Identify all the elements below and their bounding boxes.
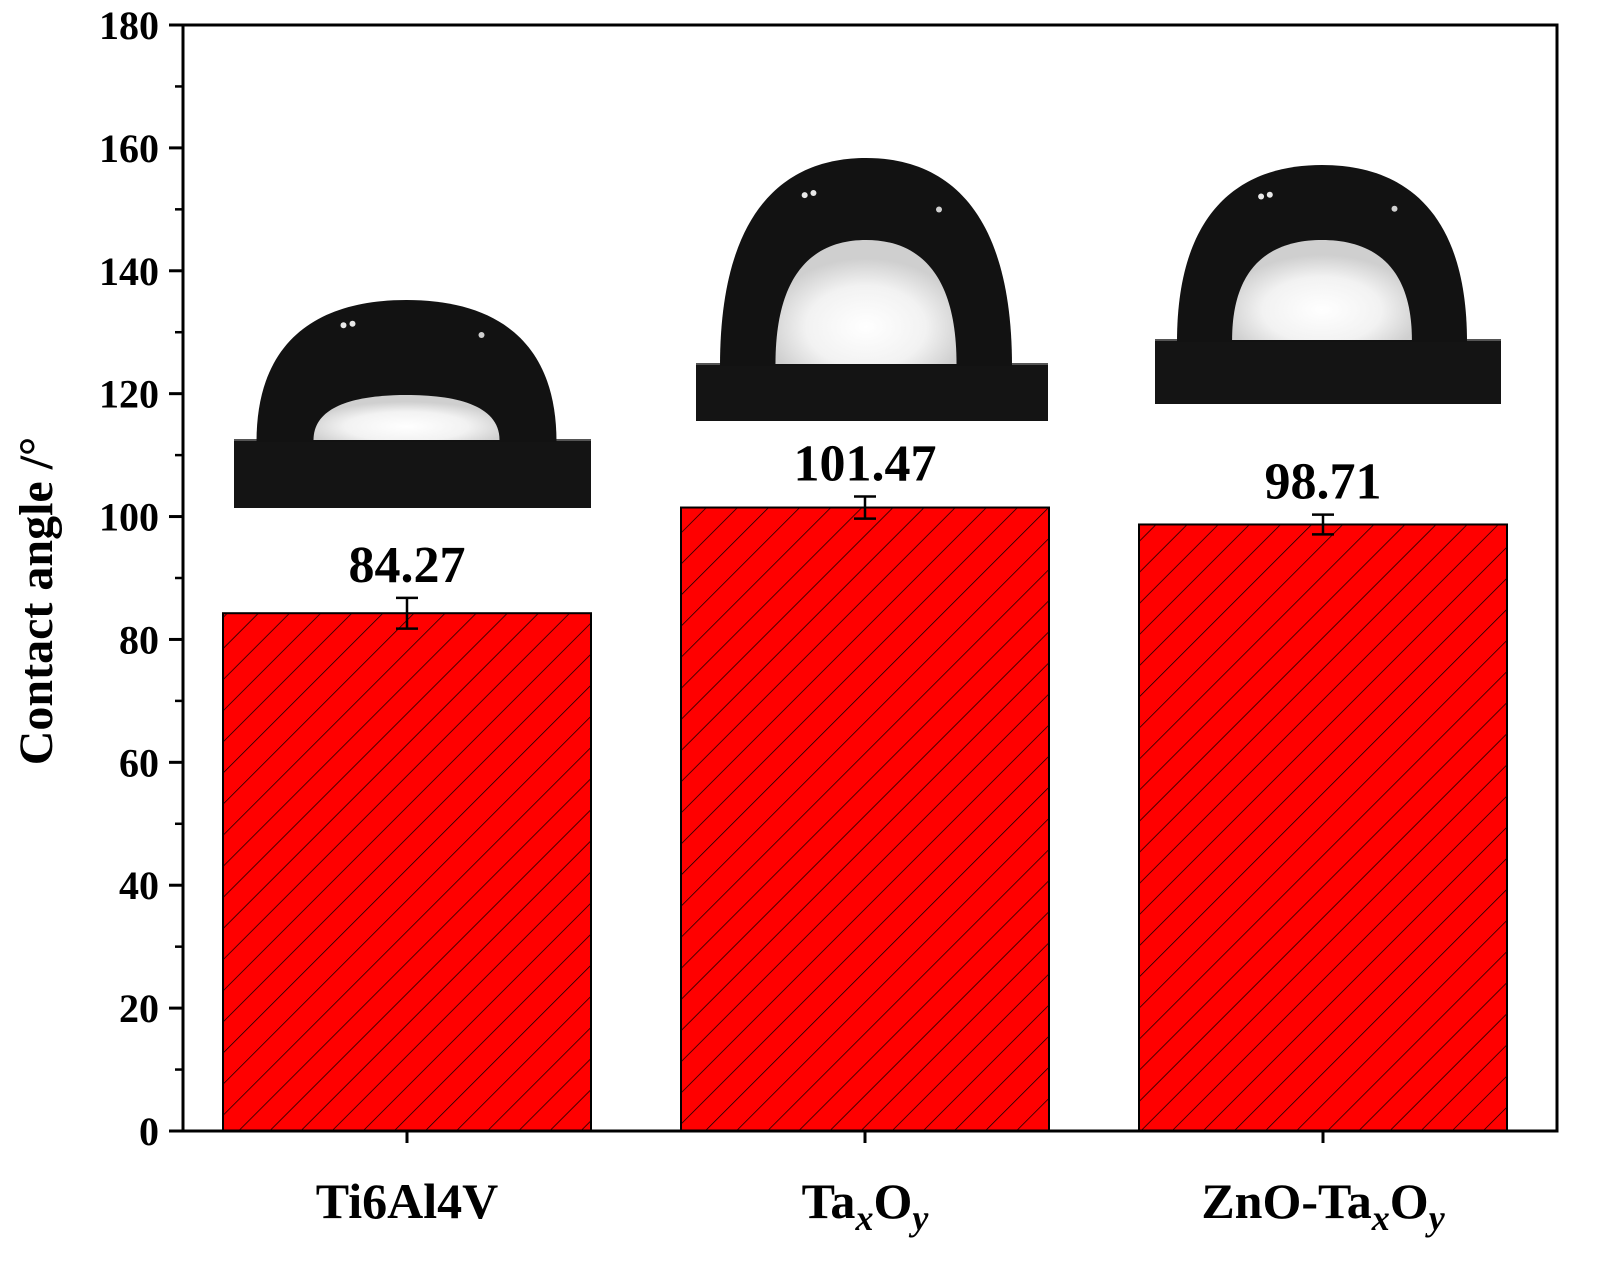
- y-tick-label: 160: [99, 126, 159, 171]
- y-tick-label: 140: [99, 249, 159, 294]
- specular-dot: [349, 320, 356, 327]
- x-tick-label: ZnO-TaxOy: [1201, 1173, 1445, 1238]
- specular-dot: [478, 332, 485, 338]
- labels: 0 20 40 60 80 100 120 140 160 180 84.27 Ti6Al4V 101.…: [99, 3, 1446, 1238]
- y-tick-label: 80: [119, 617, 159, 662]
- data-label: 84.27: [349, 537, 466, 594]
- substrate: [1155, 340, 1501, 404]
- bars: [222, 495, 1508, 1133]
- droplet-highlight: [313, 395, 500, 440]
- droplet-photo-icon: [234, 300, 591, 508]
- y-tick-label: 20: [119, 986, 159, 1031]
- y-tick-label: 0: [139, 1109, 159, 1154]
- droplet-highlight: [1232, 240, 1412, 340]
- droplet-insets: [234, 158, 1501, 508]
- data-label: 101.47: [794, 435, 937, 492]
- data-label: 98.71: [1265, 454, 1382, 511]
- specular-dot: [801, 192, 808, 199]
- y-axis-label: Contact angle /°: [10, 437, 63, 766]
- bar: [680, 506, 1050, 1133]
- y-tick-label: 60: [119, 740, 159, 785]
- specular-dot: [1258, 193, 1265, 200]
- axes: [169, 23, 1559, 1143]
- specular-dot: [936, 206, 942, 213]
- specular-dot: [1391, 205, 1398, 212]
- substrate: [234, 440, 591, 508]
- x-tick-label: Ti6Al4V: [316, 1173, 498, 1229]
- bar: [1138, 523, 1508, 1132]
- droplet-highlight: [775, 240, 957, 364]
- droplet-photo-icon: [1155, 165, 1501, 404]
- bar: [222, 612, 592, 1132]
- specular-dot: [1266, 191, 1273, 198]
- specular-dot: [340, 322, 347, 329]
- specular-dot: [810, 190, 817, 197]
- x-tick-label: TaxOy: [802, 1173, 930, 1238]
- y-tick-label: 40: [119, 863, 159, 908]
- y-tick-label: 180: [99, 3, 159, 48]
- y-tick-label: 100: [99, 495, 159, 540]
- droplet-photo-icon: [696, 158, 1048, 421]
- y-tick-label: 120: [99, 372, 159, 417]
- substrate: [696, 364, 1048, 421]
